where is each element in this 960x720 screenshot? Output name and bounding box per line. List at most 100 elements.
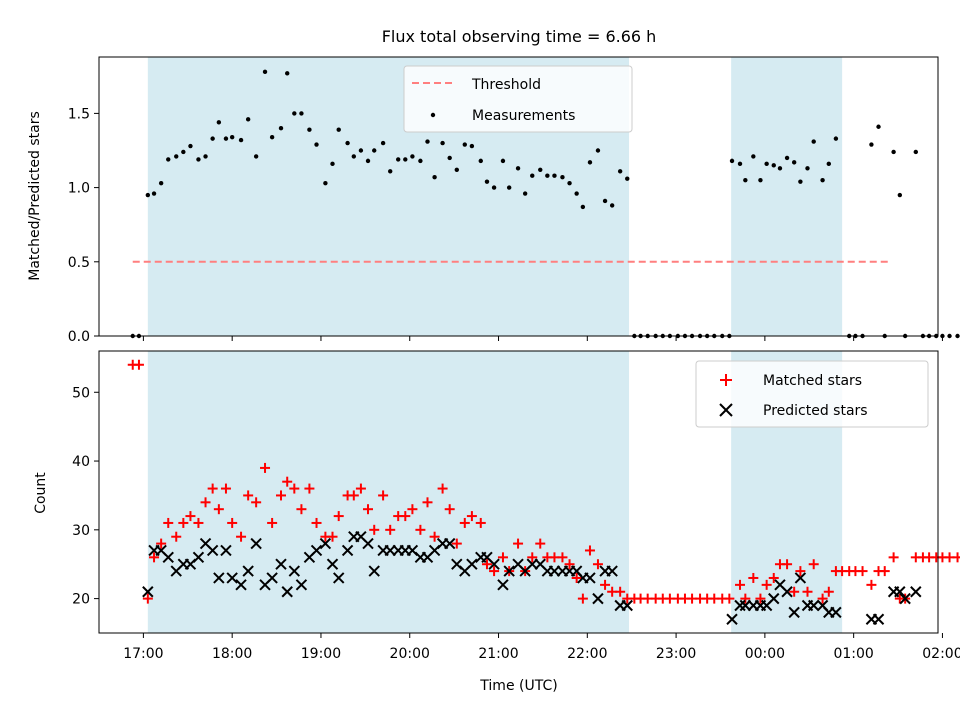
- matched-star-point: [571, 572, 582, 583]
- matched-star-point: [193, 517, 204, 528]
- matched-star-point: [535, 538, 546, 549]
- measurement-point: [567, 180, 572, 186]
- measurement-point: [432, 175, 437, 180]
- matched-star-point: [489, 566, 500, 577]
- x-tick-label: 21:00: [478, 646, 518, 662]
- measurement-point: [372, 148, 377, 153]
- legend-threshold-label: Threshold: [471, 77, 541, 93]
- predicted-star-point: [192, 551, 205, 564]
- matched-star-point: [227, 517, 238, 528]
- matched-star-point: [782, 559, 793, 570]
- x-tick-label: 23:00: [656, 646, 696, 662]
- predicted-star-point: [220, 544, 232, 557]
- measurement-point: [196, 157, 201, 162]
- count-axes-frame: [98, 350, 939, 634]
- matched-star-point: [888, 552, 899, 563]
- measurement-point: [151, 191, 157, 196]
- predicted-star-point: [726, 613, 738, 625]
- measurement-point: [269, 134, 275, 140]
- matched-star-point: [149, 552, 160, 563]
- predicted-star-point: [319, 537, 332, 550]
- matched-star-point: [327, 531, 338, 542]
- measurement-point: [580, 204, 586, 210]
- legend-measurements-swatch: [430, 112, 436, 118]
- matched-star-point: [577, 593, 588, 604]
- matched-star-point: [740, 593, 751, 604]
- matched-star-point: [437, 483, 448, 494]
- predicted-star-point: [281, 586, 293, 598]
- measurement-point: [798, 179, 803, 184]
- predicted-star-point: [621, 599, 633, 612]
- matched-star-point: [748, 572, 759, 583]
- measurement-point: [743, 177, 748, 183]
- x-tick-label: 22:00: [567, 646, 607, 662]
- measurement-point: [462, 142, 467, 147]
- matched-star-point: [475, 517, 486, 528]
- matched-star-point: [236, 531, 247, 542]
- matched-star-point: [407, 504, 418, 515]
- predicted-star-point: [266, 572, 278, 584]
- measurement-point: [955, 333, 960, 339]
- matched-star-point: [817, 593, 828, 604]
- measurement-point: [345, 140, 350, 146]
- measurement-point: [210, 136, 215, 141]
- measurement-point: [826, 161, 831, 167]
- matched-star-point: [355, 483, 366, 494]
- matched-star-point: [178, 517, 189, 528]
- measurement-point: [500, 158, 506, 164]
- measurement-point: [188, 143, 193, 149]
- measurement-point: [729, 158, 735, 164]
- measurement-point: [223, 136, 229, 141]
- matched-star-point: [415, 524, 426, 535]
- predicted-star-point: [142, 586, 154, 598]
- count-legend: Matched stars Predicted stars: [695, 360, 929, 428]
- predicted-star-point: [497, 579, 509, 591]
- predicted-star-point: [872, 613, 885, 625]
- measurement-point: [538, 167, 543, 172]
- matched-star-point: [311, 517, 322, 528]
- matched-star-point: [251, 497, 262, 508]
- predicted-star-point: [899, 592, 911, 605]
- matched-star-point: [808, 559, 819, 570]
- measurement-point: [791, 160, 797, 165]
- measurement-point: [292, 111, 297, 116]
- predicted-star-point: [503, 565, 515, 577]
- measurement-point: [784, 155, 790, 161]
- matched-star-point: [735, 579, 746, 590]
- measurement-point: [751, 154, 756, 159]
- matched-star-point: [866, 579, 877, 590]
- matched-star-point: [282, 476, 293, 487]
- matched-star-point: [755, 593, 766, 604]
- legend-matched-swatch: [720, 374, 732, 386]
- ratio-legend: Threshold Measurements: [403, 65, 633, 133]
- predicted-star-point: [362, 537, 374, 550]
- measurement-point: [833, 136, 839, 141]
- measurement-point: [395, 157, 401, 162]
- predicted-star-point: [295, 579, 308, 591]
- measurement-point: [418, 158, 423, 164]
- measurement-point: [587, 160, 593, 165]
- matched-star-point: [400, 511, 411, 522]
- predicted-star-point: [794, 572, 807, 584]
- matched-star-point: [185, 511, 196, 522]
- predicted-star-point: [226, 572, 238, 584]
- ratio-y-axis-label: Matched/Predicted stars: [27, 111, 43, 281]
- matched-star-point: [296, 504, 307, 515]
- predicted-star-point: [288, 565, 301, 577]
- y-tick-label: 1.0: [68, 181, 90, 197]
- matched-star-point: [527, 552, 538, 563]
- chart-title: Flux total observing time = 6.66 h: [382, 27, 657, 46]
- matched-star-point: [592, 559, 603, 570]
- measurement-point: [869, 142, 874, 147]
- measurement-point: [891, 149, 896, 155]
- x-tick-label: 02:00: [922, 646, 960, 662]
- predicted-star-point: [781, 586, 793, 598]
- predicted-star-point: [242, 565, 254, 577]
- predicted-star-point: [326, 558, 339, 570]
- predicted-star-point: [606, 565, 618, 577]
- matched-star-point: [260, 462, 271, 473]
- predicted-star-point: [466, 558, 478, 570]
- matched-star-point: [243, 490, 254, 501]
- x-tick-label: 17:00: [123, 646, 163, 662]
- matched-star-point: [513, 538, 524, 549]
